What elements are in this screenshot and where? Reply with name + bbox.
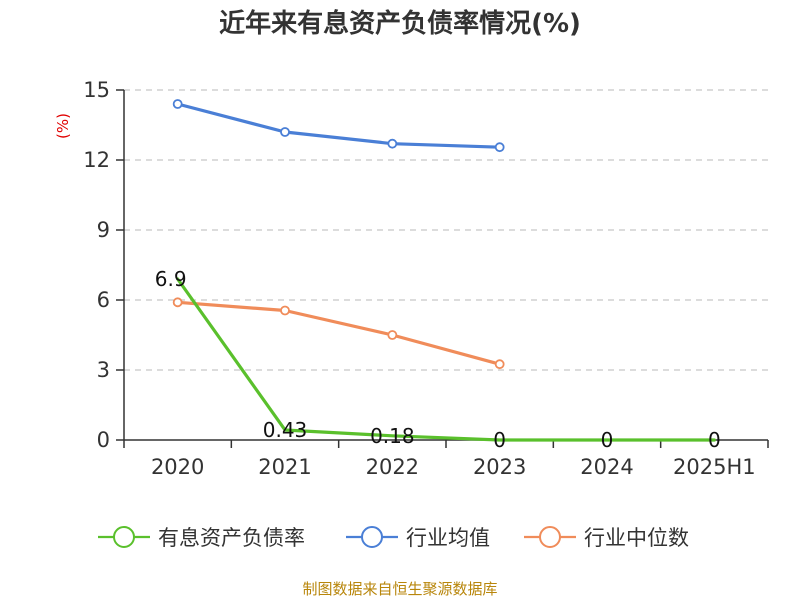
y-tick-label: 0	[97, 428, 110, 452]
chart-title: 近年来有息资产负债率情况(%)	[219, 8, 581, 39]
data-label: 0.43	[263, 418, 308, 442]
x-tick-label: 2021	[258, 455, 311, 479]
series-group	[172, 99, 716, 442]
data-labels: 6.9 0.43 0.18 0 0 0	[155, 267, 721, 452]
source-note: 制图数据来自恒生聚源数据库	[302, 580, 497, 598]
series-2	[172, 297, 505, 370]
legend-label: 行业均值	[406, 526, 490, 550]
x-tick-label: 2020	[151, 455, 204, 479]
data-point	[494, 359, 505, 370]
y-tick-label: 3	[97, 358, 110, 382]
y-tick-label: 6	[97, 288, 110, 312]
series-line	[176, 300, 502, 366]
data-point	[387, 138, 398, 149]
data-label: 0.18	[370, 424, 415, 448]
legend-marker	[361, 526, 383, 548]
data-label: 0	[601, 428, 614, 452]
legend-item: 行业中位数	[524, 526, 689, 550]
y-tick-label: 15	[83, 78, 110, 102]
x-axis: 2020 2021 2022 2023 2024 2025H1	[123, 439, 769, 479]
data-point	[280, 127, 290, 137]
legend-label: 有息资产负债率	[158, 526, 305, 550]
data-point	[172, 99, 183, 109]
series-0	[176, 277, 716, 442]
y-axis-unit: (%)	[54, 113, 72, 139]
x-tick-label: 2024	[580, 455, 633, 479]
y-tick-label: 12	[83, 148, 110, 172]
x-tick-label: 2025H1	[673, 455, 756, 479]
legend-item: 有息资产负债率	[98, 526, 305, 550]
y-tick-label: 9	[97, 218, 110, 242]
data-point	[494, 142, 505, 153]
data-point	[387, 330, 398, 340]
series-1	[172, 99, 505, 153]
data-point	[172, 297, 183, 308]
data-label: 0	[493, 428, 506, 452]
legend-marker	[539, 526, 561, 548]
x-tick-label: 2023	[473, 455, 526, 479]
legend: 有息资产负债率 行业均值 行业中位数	[98, 526, 689, 550]
y-axis: 0 3 6 9 12 15	[83, 78, 125, 452]
x-tick-label: 2022	[366, 455, 419, 479]
legend-item: 行业均值	[346, 526, 490, 550]
legend-label: 行业中位数	[584, 526, 689, 550]
legend-marker	[113, 526, 135, 548]
gridlines	[124, 89, 768, 371]
data-point	[280, 305, 290, 316]
data-label: 0	[708, 428, 721, 452]
series-line	[176, 102, 502, 149]
data-label: 6.9	[155, 267, 187, 291]
series-line	[176, 277, 716, 442]
